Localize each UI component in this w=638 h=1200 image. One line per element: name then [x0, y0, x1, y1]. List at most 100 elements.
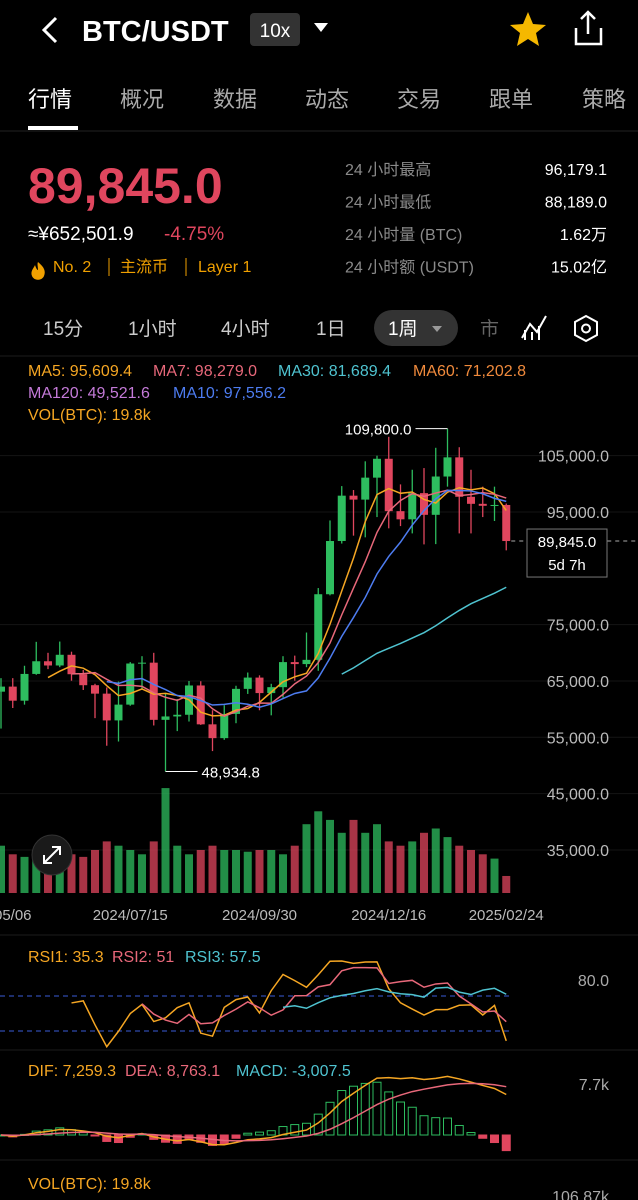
macd-bar: [372, 1081, 382, 1136]
volume-bar: [255, 850, 264, 893]
leverage-badge[interactable]: [250, 13, 300, 46]
macd-bar: [302, 1122, 311, 1136]
candle-body: [490, 504, 499, 506]
back-button[interactable]: [41, 16, 58, 44]
tag[interactable]: Layer 1: [198, 259, 251, 276]
timeframe-active[interactable]: [374, 310, 458, 346]
share[interactable]: [574, 10, 603, 46]
volume-bar: [243, 851, 252, 893]
volume-bar: [232, 850, 240, 893]
volume-bar: [161, 788, 170, 893]
timeframe[interactable]: 1小时: [128, 318, 177, 340]
volume-bar: [196, 850, 205, 893]
macd-line: [0, 1082, 507, 1142]
rank: No. 2: [53, 259, 91, 276]
volume-bar: [173, 845, 182, 893]
candle-body: [161, 716, 170, 720]
macd-bar: [243, 1132, 253, 1136]
volume-bar: [337, 832, 346, 893]
vol-axis-label: 106.87k: [552, 1189, 610, 1200]
tab[interactable]: 数据: [213, 87, 257, 112]
macd-bar: [102, 1134, 112, 1142]
candle-body: [408, 493, 417, 520]
y-tick-label: 35,000.0: [547, 843, 609, 860]
ma-line: [47, 486, 507, 717]
tag[interactable]: 主流币: [120, 258, 168, 276]
tab[interactable]: 概况: [120, 87, 164, 112]
volume-bar: [455, 845, 464, 893]
candle-body: [326, 541, 334, 595]
macd-bar: [443, 1117, 452, 1136]
macd-bar: [407, 1106, 417, 1136]
candle-body: [114, 704, 123, 721]
tab[interactable]: 策略: [582, 87, 626, 112]
candle-body: [502, 504, 511, 542]
candle-body: [478, 503, 487, 506]
candle-body: [290, 662, 299, 665]
macd-legend: DEA: 8,763.1: [125, 1063, 220, 1080]
timeframe[interactable]: 15分: [43, 318, 83, 340]
volume-bar: [384, 841, 393, 893]
candle-body: [302, 659, 311, 665]
volume-bar: [44, 860, 52, 893]
fire-icon: [31, 262, 45, 280]
x-tick-label: 05/06: [0, 907, 32, 924]
volume-bar: [490, 858, 499, 893]
volume-bar: [502, 875, 511, 893]
last-price-label: 89,845.0: [538, 534, 596, 551]
candle-body: [196, 685, 205, 725]
settings-icon-dot: [581, 323, 591, 334]
macd-bar: [290, 1124, 300, 1136]
countdown: 5d 7h: [548, 557, 586, 574]
dropdown[interactable]: [314, 23, 328, 32]
volume-bar: [314, 811, 323, 893]
timeframe[interactable]: 4小时: [221, 318, 270, 340]
indicator-icon[interactable]: [521, 315, 547, 340]
macd-bar: [384, 1091, 394, 1136]
volume-bar: [32, 858, 41, 893]
timeframe[interactable]: 市: [480, 318, 499, 340]
macd-bar: [325, 1101, 335, 1136]
macd-bar: [490, 1134, 499, 1144]
stat-label: 24 小时最低: [345, 194, 431, 212]
y-tick-label: 45,000.0: [547, 787, 609, 804]
macd-bar: [501, 1134, 511, 1152]
macd-bar: [55, 1127, 65, 1136]
stat-value: 88,189.0: [545, 195, 607, 212]
tab[interactable]: 行情: [28, 87, 72, 112]
tab[interactable]: 跟单: [489, 87, 533, 112]
volume-bar: [114, 845, 123, 893]
volume-bar: [326, 819, 334, 893]
candle-body: [55, 654, 64, 666]
candle-body: [396, 511, 405, 520]
volume-bar: [208, 845, 217, 893]
candle-body: [67, 654, 76, 675]
timeframe[interactable]: 1周: [388, 319, 418, 340]
volume-bar: [185, 854, 193, 893]
macd-bar: [90, 1134, 100, 1137]
volume-bar: [478, 854, 487, 893]
rsi-line: [282, 986, 507, 1010]
timeframe[interactable]: 1日: [316, 319, 346, 340]
volume-bar: [0, 845, 5, 893]
rsi-line: [71, 960, 507, 1049]
candle-body: [314, 594, 323, 660]
candle-body: [8, 686, 17, 701]
favorite[interactable]: [510, 12, 546, 46]
macd-bar: [255, 1131, 264, 1136]
settings-icon[interactable]: [574, 314, 598, 343]
x-tick-label: 2024/07/15: [93, 907, 168, 924]
volume-bar: [361, 832, 370, 893]
volume-bar: [67, 854, 76, 893]
tab[interactable]: 交易: [397, 87, 441, 112]
rsi-legend: RSI1: 35.3: [28, 949, 104, 966]
low-label: 48,934.8: [202, 764, 260, 781]
volume-bar: [290, 845, 299, 893]
candle-body: [361, 477, 370, 500]
tab[interactable]: 动态: [305, 87, 349, 112]
ma-legend: MA120: 49,521.6: [28, 385, 150, 402]
volume-bar: [102, 841, 111, 893]
volume-bar: [138, 854, 146, 893]
dropdown[interactable]: [432, 326, 442, 332]
